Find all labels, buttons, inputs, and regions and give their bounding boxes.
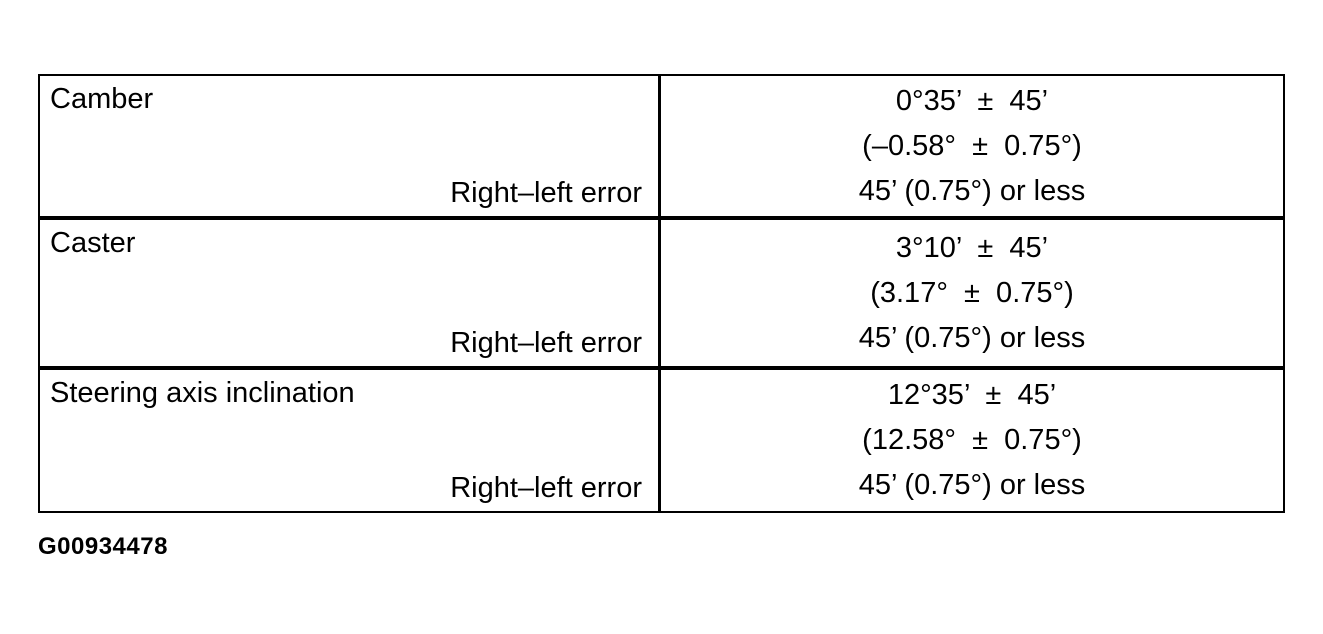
alignment-spec-table: Camber Right–left error 0°35’ ± 45’ (–0.… (38, 74, 1285, 513)
right-left-error-label: Right–left error (450, 472, 642, 504)
parameter-label: Steering axis inclination (50, 377, 355, 409)
spec-value: 3°10’ ± 45’ (895, 231, 1049, 264)
error-limit-value: 45’ (0.75°) or less (858, 469, 1086, 501)
parameter-cell: Steering axis inclination Right–left err… (40, 370, 661, 511)
right-left-error-label: Right–left error (450, 327, 642, 359)
value-cell: 12°35’ ± 45’ (12.58° ± 0.75°) 45’ (0.75°… (661, 370, 1283, 511)
spec-value: 12°35’ ± 45’ (887, 379, 1057, 411)
spec-value: 0°35’ ± 45’ (895, 84, 1049, 117)
figure-id-caption: G00934478 (38, 533, 168, 560)
parameter-cell: Caster Right–left error (40, 220, 661, 366)
error-limit-value: 45’ (0.75°) or less (858, 174, 1086, 207)
spec-value-degrees: (–0.58° ± 0.75°) (862, 129, 1082, 162)
table-row-caster: Caster Right–left error 3°10’ ± 45’ (3.1… (40, 216, 1283, 366)
value-cell: 3°10’ ± 45’ (3.17° ± 0.75°) 45’ (0.75°) … (661, 220, 1283, 366)
parameter-label: Caster (50, 227, 136, 259)
spec-value-degrees: (3.17° ± 0.75°) (870, 276, 1074, 309)
spec-value-degrees: (12.58° ± 0.75°) (862, 424, 1082, 456)
error-limit-value: 45’ (0.75°) or less (858, 321, 1086, 354)
value-cell: 0°35’ ± 45’ (–0.58° ± 0.75°) 45’ (0.75°)… (661, 76, 1283, 216)
parameter-cell: Camber Right–left error (40, 76, 661, 216)
table-row-steering-axis-inclination: Steering axis inclination Right–left err… (40, 366, 1283, 511)
parameter-label: Camber (50, 83, 154, 115)
right-left-error-label: Right–left error (450, 177, 642, 209)
table-row-camber: Camber Right–left error 0°35’ ± 45’ (–0.… (40, 76, 1283, 216)
